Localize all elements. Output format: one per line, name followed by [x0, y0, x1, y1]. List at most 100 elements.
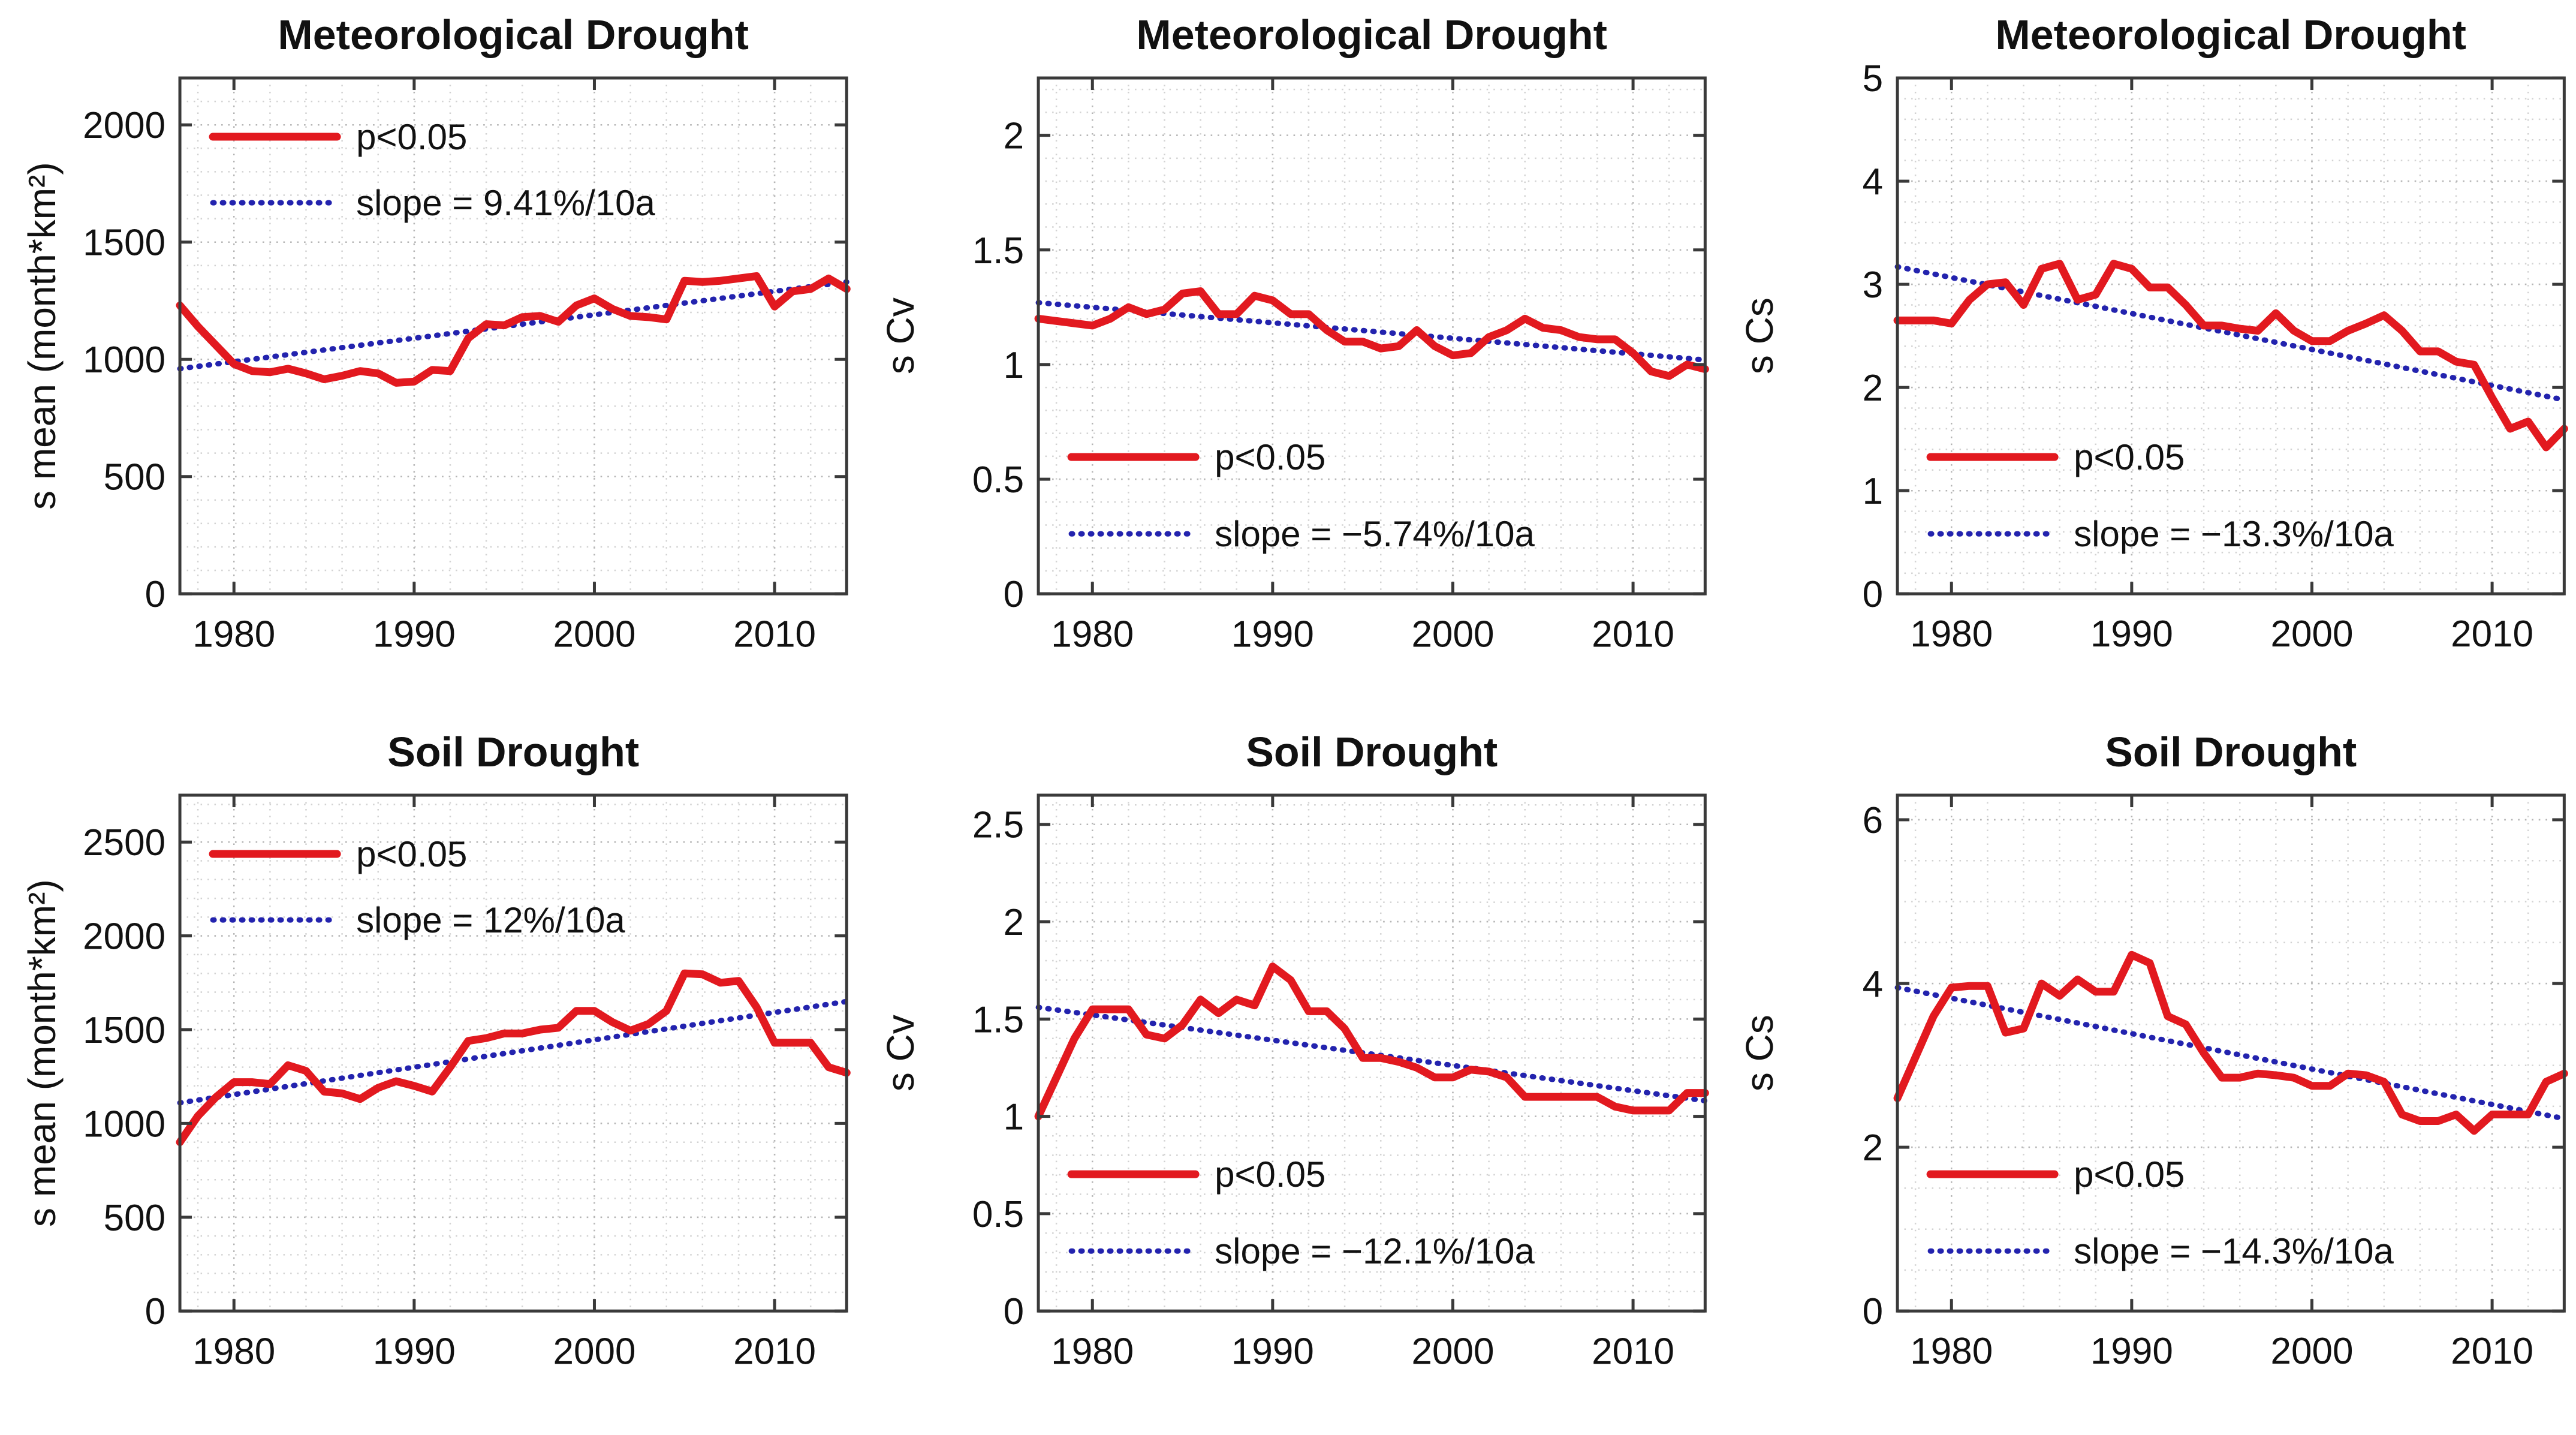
y-axis-label: s Cv	[879, 297, 922, 374]
x-tick-label: 2010	[2451, 1331, 2533, 1373]
y-tick-label: 2.5	[972, 805, 1024, 846]
y-tick-label: 5	[1862, 58, 1882, 100]
y-tick-label: 0.5	[972, 459, 1024, 501]
series-line	[1034, 287, 1710, 380]
y-tick-label: 2	[1862, 368, 1882, 409]
legend-trend-label: slope = −14.3%/10a	[2074, 1231, 2394, 1271]
y-tick-label: 1.5	[972, 1000, 1024, 1041]
x-tick-label: 2000	[553, 1331, 636, 1373]
y-tick-label: 2	[1004, 902, 1024, 943]
chart-met-cs: 1980 1990 2000 2010 0 1 2 3 4 5 Meteorological Dro…	[1738, 11, 2568, 655]
y-tick-label: 500	[104, 457, 165, 498]
y-tick-label: 0.5	[972, 1194, 1024, 1235]
x-tick-label: 2010	[2451, 613, 2533, 655]
x-tick-label: 1980	[1910, 1331, 1993, 1373]
legend-series-label: p<0.05	[1215, 437, 1325, 477]
x-tick-label: 1980	[192, 613, 275, 655]
chart-title: Meteorological Drought	[278, 11, 749, 58]
axes-box	[1896, 76, 2566, 595]
series-line	[176, 969, 851, 1147]
y-tick-label: 2000	[83, 105, 165, 146]
legend-series-label: p<0.05	[356, 117, 467, 157]
y-axis-label: s Cs	[1738, 1015, 1781, 1091]
legend-series-label: p<0.05	[356, 834, 467, 874]
legend-series-label: p<0.05	[1215, 1154, 1325, 1195]
series-line	[176, 272, 851, 387]
x-tick-label: 2010	[1592, 613, 1674, 655]
series-line	[1034, 962, 1710, 1121]
chart-title: Soil Drought	[1246, 729, 1498, 775]
x-tick-label: 2000	[1412, 1331, 1495, 1373]
x-tick-label: 1980	[1052, 1331, 1134, 1373]
legend-trend-label: slope = −12.1%/10a	[1215, 1231, 1535, 1271]
y-axis-label: s Cv	[879, 1015, 922, 1091]
x-tick-label: 1990	[373, 613, 456, 655]
axes-box	[1896, 793, 2566, 1313]
x-tick-label: 1980	[1052, 613, 1134, 655]
series-line	[1893, 260, 2568, 452]
chart-soil-cv: 1980 1990 2000 2010 0 0.5 1 1.5 2 2.5 Soil Drought…	[879, 729, 1710, 1373]
panel-soil-cv: 1980 1990 2000 2010 0 0.5 1 1.5 2 2.5 Soil Drought…	[858, 717, 1717, 1434]
panel-meteorological-cv: 1980 1990 2000 2010 0 0.5 1 1.5 2 Meteorological …	[858, 0, 1717, 717]
x-tick-label: 2000	[553, 613, 636, 655]
y-axis-label: s Cs	[1738, 297, 1781, 374]
x-tick-label: 1990	[1231, 613, 1314, 655]
y-tick-label: 1	[1862, 471, 1882, 512]
panel-meteorological-mean: 1980 1990 2000 2010 0 500 1000 1500 2000 Meteorol…	[0, 0, 858, 717]
y-tick-label: 2000	[83, 916, 165, 958]
y-tick-label: 1500	[83, 222, 165, 264]
y-axis-label: s mean (month*km²)	[20, 162, 64, 510]
y-axis-label: s mean (month*km²)	[20, 880, 64, 1228]
x-tick-label: 1980	[1910, 613, 1993, 655]
legend-series-label: p<0.05	[2074, 437, 2185, 477]
y-tick-label: 1000	[83, 339, 165, 381]
x-tick-label: 1990	[1231, 1331, 1314, 1373]
y-tick-label: 0	[145, 1292, 165, 1333]
panel-soil-mean: 1980 1990 2000 2010 0 500 1000 1500 2000 2500 Soil…	[0, 717, 858, 1434]
trend-line	[177, 998, 849, 1106]
y-tick-label: 1	[1004, 345, 1024, 386]
y-tick-label: 2500	[83, 823, 165, 864]
panel-meteorological-cs: 1980 1990 2000 2010 0 1 2 3 4 5 Meteorological Dro…	[1718, 0, 2576, 717]
y-tick-label: 6	[1862, 800, 1882, 841]
chart-met-mean: 1980 1990 2000 2010 0 500 1000 1500 2000 Meteorol…	[20, 11, 851, 655]
y-tick-label: 2	[1004, 116, 1024, 157]
panel-soil-cs: 1980 1990 2000 2010 0 2 4 6 Soil Drought s Cs p<0.…	[1718, 717, 2576, 1434]
trend-line	[1035, 300, 1709, 363]
y-tick-label: 4	[1862, 964, 1882, 1005]
x-tick-label: 1990	[373, 1331, 456, 1373]
y-tick-label: 0	[145, 574, 165, 615]
axes-box	[1037, 76, 1707, 595]
y-tick-label: 0	[1004, 1292, 1024, 1333]
legend-trend-label: slope = 12%/10a	[356, 900, 625, 940]
y-tick-label: 1000	[83, 1104, 165, 1145]
y-tick-label: 4	[1862, 161, 1882, 203]
y-tick-label: 0	[1004, 574, 1024, 615]
x-tick-label: 1990	[2090, 1331, 2173, 1373]
x-tick-label: 2010	[733, 1331, 816, 1373]
axes-box	[178, 76, 848, 595]
legend-series-label: p<0.05	[2074, 1154, 2185, 1195]
x-tick-label: 2010	[733, 613, 816, 655]
y-tick-label: 1.5	[972, 230, 1024, 272]
axes-box	[1037, 793, 1707, 1313]
x-tick-label: 2000	[1412, 613, 1495, 655]
y-tick-label: 1500	[83, 1010, 165, 1051]
y-tick-label: 3	[1862, 264, 1882, 306]
series-line	[1893, 951, 2568, 1135]
x-tick-label: 1990	[2090, 613, 2173, 655]
x-tick-label: 1980	[192, 1331, 275, 1373]
y-tick-label: 0	[1862, 574, 1882, 615]
chart-title: Soil Drought	[2105, 729, 2357, 775]
y-tick-label: 1	[1004, 1097, 1024, 1138]
chart-title: Meteorological Drought	[1995, 11, 2466, 58]
chart-soil-mean: 1980 1990 2000 2010 0 500 1000 1500 2000 2500 Soil…	[20, 729, 851, 1373]
trend-line	[1894, 985, 2567, 1122]
legend-trend-label: slope = −13.3%/10a	[2074, 514, 2394, 554]
legend-trend-label: slope = 9.41%/10a	[356, 183, 655, 223]
chart-title: Meteorological Drought	[1137, 11, 1608, 58]
x-tick-label: 2000	[2270, 1331, 2353, 1373]
axes-box	[178, 793, 848, 1313]
chart-title: Soil Drought	[387, 729, 639, 775]
